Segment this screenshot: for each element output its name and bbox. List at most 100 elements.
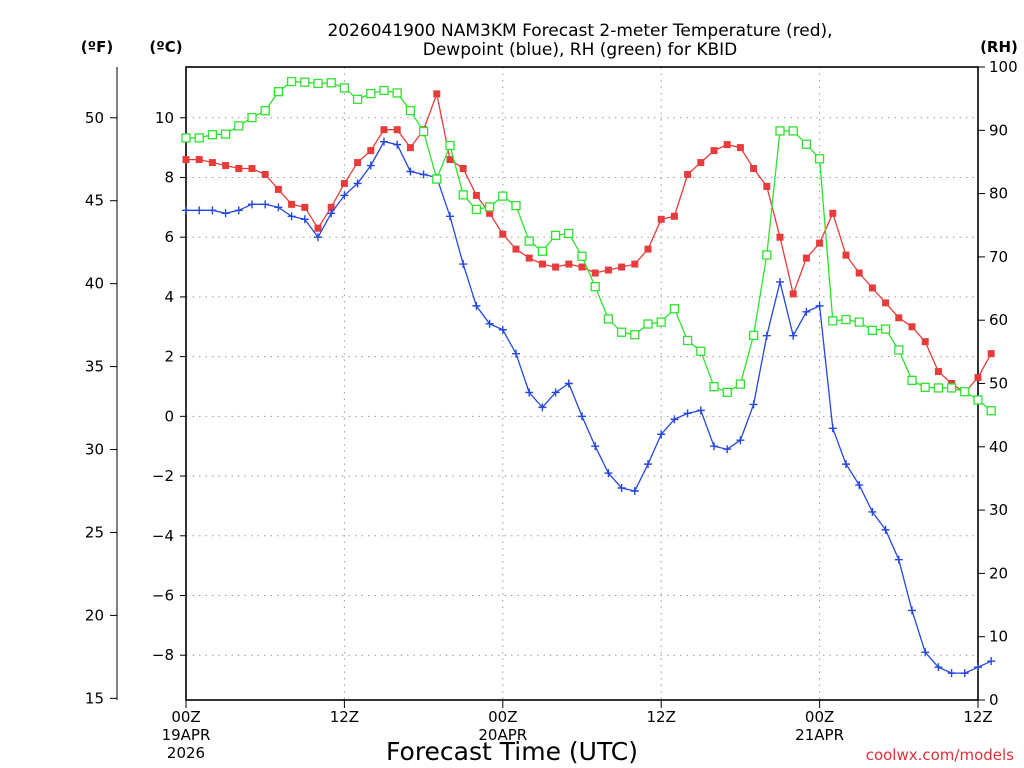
dewpoint-point — [644, 460, 652, 469]
rh-tick-label: 70 — [989, 248, 1008, 266]
2-meter-temperature-point — [816, 239, 824, 247]
2-meter-temperature-point — [354, 159, 362, 167]
2-meter-temperature-point — [644, 245, 652, 253]
2-meter-temperature-point — [367, 147, 375, 155]
x-tick-label: 12Z — [330, 708, 359, 726]
x-tick-label: 00Z — [171, 708, 200, 726]
2-meter-temperature-point — [908, 323, 916, 331]
dewpoint-point — [670, 415, 679, 424]
dewpoint-point — [604, 469, 613, 478]
rh-point — [564, 228, 574, 239]
rh-tick-label: 50 — [989, 375, 1008, 393]
celsius-unit-label: (ºC) — [149, 38, 182, 56]
x-tick-label: 00Z — [488, 708, 517, 726]
rh-point — [709, 382, 719, 392]
series-layer — [181, 76, 996, 678]
rh-point — [933, 383, 944, 393]
fahrenheit-tick-label: 15 — [85, 689, 104, 707]
dewpoint-point — [485, 319, 494, 328]
2-meter-temperature-point — [670, 212, 678, 220]
celsius-tick-label: −2 — [152, 467, 174, 485]
2-meter-temperature-point — [499, 230, 507, 238]
2-meter-temperature-point — [565, 260, 573, 268]
rh-point — [405, 106, 416, 116]
dewpoint-point — [472, 301, 481, 310]
rh-tick-label: 30 — [989, 501, 1008, 519]
dewpoint-point — [657, 430, 666, 439]
rh-point — [445, 140, 455, 151]
rh-tick-label: 100 — [989, 58, 1018, 76]
rh-point — [960, 387, 970, 397]
fahrenheit-tick-label: 50 — [85, 109, 104, 127]
dewpoint-point — [762, 331, 771, 340]
dewpoint-point — [300, 215, 309, 224]
chart-title-line1: 2026041900 NAM3KM Forecast 2-meter Tempe… — [327, 21, 832, 41]
2-meter-temperature-point — [921, 338, 929, 346]
fahrenheit-unit-label: (ºF) — [81, 38, 113, 56]
2-meter-temperature-point — [882, 299, 890, 307]
rh-point — [828, 316, 838, 326]
rh-point — [498, 191, 508, 201]
rh-point — [986, 406, 996, 416]
dewpoint-point — [314, 233, 322, 242]
2-meter-temperature-point — [604, 266, 612, 274]
rh-point — [696, 346, 706, 356]
2-meter-temperature-point — [446, 156, 454, 164]
rh-point — [946, 383, 957, 393]
dewpoint-point — [525, 388, 534, 397]
dewpoint-point — [446, 212, 454, 221]
2-meter-temperature-point — [314, 224, 322, 232]
rh-point — [207, 130, 218, 140]
rh-point — [313, 78, 323, 89]
dewpoint-point — [261, 200, 270, 209]
rh-point — [366, 88, 376, 99]
rh-point — [432, 174, 442, 184]
2-meter-temperature-point — [736, 144, 744, 152]
celsius-tick-label: −4 — [152, 527, 174, 545]
rh-point — [352, 94, 363, 104]
x-tick-date-label: 20APR — [478, 726, 527, 744]
celsius-tick-label: 8 — [164, 168, 174, 186]
dewpoint-point — [683, 409, 692, 418]
2-meter-temperature-point — [684, 170, 692, 178]
rh-point — [973, 395, 983, 405]
rh-point — [458, 190, 468, 200]
2-meter-temperature-point — [538, 260, 546, 268]
2-meter-temperature-point — [274, 185, 282, 193]
rh-point — [682, 335, 693, 346]
2-meter-temperature-point — [591, 269, 599, 277]
dewpoint-point — [894, 555, 903, 564]
dewpoint-point — [710, 442, 718, 451]
dewpoint-point — [564, 379, 573, 388]
rh-point — [524, 236, 534, 246]
rh-point — [220, 129, 231, 139]
dewpoint-point — [274, 203, 283, 212]
dewpoint-point — [723, 445, 732, 454]
2-meter-temperature-point — [710, 147, 718, 155]
rh-point — [484, 202, 495, 212]
2-meter-temperature-point — [195, 156, 203, 164]
2-meter-temperature-point — [380, 126, 388, 134]
rh-tick-label: 80 — [989, 185, 1008, 203]
dewpoint-point — [947, 669, 956, 678]
rh-point — [762, 250, 772, 260]
2-meter-temperature-point — [618, 263, 626, 271]
dewpoint-point — [987, 657, 996, 666]
2-meter-temperature-point — [578, 263, 586, 271]
rh-point — [326, 78, 336, 88]
dewpoint-point — [974, 663, 982, 672]
rh-point — [194, 133, 204, 143]
rh-point — [471, 204, 482, 215]
dewpoint-point — [934, 663, 943, 672]
2-meter-temperature-point — [182, 156, 190, 164]
dewpoint-point — [208, 206, 217, 215]
credit-text[interactable]: coolwx.com/models — [866, 746, 1014, 764]
fahrenheit-tick-label: 20 — [85, 606, 104, 624]
dewpoint-point — [195, 206, 204, 215]
celsius-tick-label: 2 — [164, 348, 174, 366]
dewpoint-point — [406, 167, 415, 176]
2-meter-temperature-point — [222, 162, 230, 170]
rh-point — [392, 88, 402, 98]
